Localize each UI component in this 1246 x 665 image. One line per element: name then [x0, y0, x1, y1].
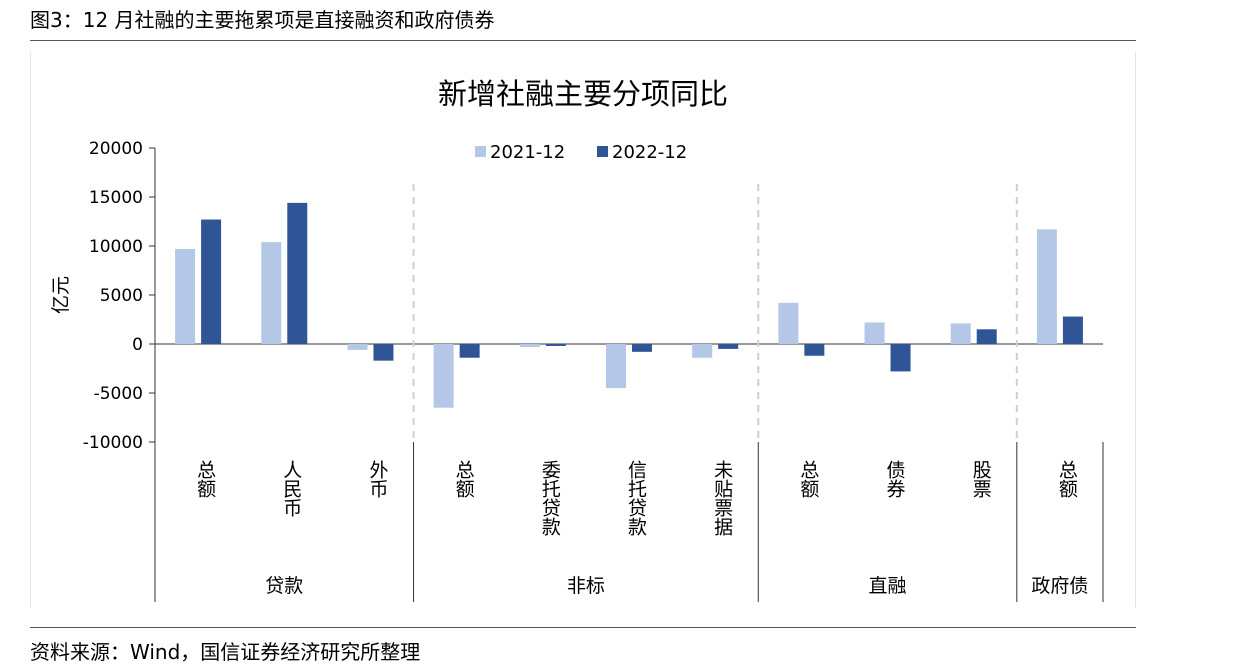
bar-2021-12-10 [1036, 229, 1057, 344]
bar-2022-12-0 [201, 219, 222, 344]
figure-caption: 图3：12 月社融的主要拖累项是直接融资和政府债券 [30, 8, 495, 32]
bars [175, 202, 1083, 408]
bar-2021-12-8 [864, 322, 885, 344]
y-axis-label: 亿元 [50, 276, 72, 314]
bar-2022-12-1 [287, 202, 308, 344]
bar-2022-12-4 [545, 344, 566, 346]
category-label: 信托贷款 [625, 460, 647, 537]
category-label: 未贴票据 [711, 460, 733, 536]
bar-2021-12-9 [950, 323, 971, 344]
bar-2022-12-2 [373, 344, 394, 361]
group-label: 贷款 [265, 575, 303, 597]
category-label: 人民币 [280, 460, 302, 517]
source-note: 资料来源：Wind，国信证券经济研究所整理 [30, 640, 421, 664]
group-label: 政府债 [1031, 575, 1088, 597]
group-label: 非标 [567, 575, 605, 597]
bar-2022-12-8 [890, 344, 911, 372]
bar-2022-12-3 [459, 344, 480, 358]
category-label: 总额 [797, 460, 819, 498]
bar-2021-12-7 [778, 302, 799, 344]
y-tick-label: 0 [132, 335, 143, 355]
category-label: 外币 [366, 460, 388, 498]
top-rule [30, 40, 1136, 41]
y-tick-label: 15000 [89, 188, 143, 208]
bar-2022-12-6 [718, 344, 739, 349]
y-tick-label: 5000 [100, 286, 143, 306]
legend-swatch-2022-12 [597, 146, 608, 157]
category-label: 总额 [194, 460, 216, 498]
bar-2022-12-5 [632, 344, 652, 352]
legend-swatch-2021-12 [475, 146, 486, 157]
y-tick-label: -5000 [94, 384, 143, 404]
bar-2022-12-9 [976, 329, 997, 344]
bar-2021-12-5 [606, 344, 626, 389]
bar-chart: 新增社融主要分项同比 亿元 2021-12 2022-12 20000 15000 1… [50, 77, 1104, 602]
category-label: 总额 [453, 460, 475, 498]
category-label: 委托贷款 [539, 460, 561, 537]
y-tick-label: 10000 [89, 237, 143, 257]
bar-2021-12-3 [433, 344, 454, 408]
bar-2022-12-10 [1062, 316, 1083, 344]
bar-2021-12-2 [347, 344, 368, 350]
bar-2021-12-6 [692, 344, 713, 358]
legend-label: 2021-12 [490, 142, 565, 163]
y-tick-label: 20000 [89, 139, 143, 159]
bar-2022-12-7 [804, 344, 825, 356]
category-label: 股票 [970, 460, 992, 498]
bar-2021-12-4 [519, 344, 540, 347]
chart-panel: 新增社融主要分项同比 亿元 2021-12 2022-12 20000 15000 1… [30, 52, 1136, 608]
category-label: 债券 [884, 460, 906, 498]
axes: 20000 15000 10000 5000 0 -5000 -10000 [83, 139, 1104, 602]
y-tick-label: -10000 [83, 433, 143, 453]
chart-title: 新增社融主要分项同比 [438, 77, 728, 111]
legend-label: 2022-12 [612, 142, 687, 163]
legend: 2021-12 2022-12 [475, 142, 687, 163]
group-label: 直融 [869, 575, 907, 597]
bottom-rule [30, 627, 1136, 628]
bar-2021-12-0 [175, 248, 196, 344]
bar-2021-12-1 [261, 242, 282, 344]
category-label: 总额 [1056, 460, 1078, 498]
